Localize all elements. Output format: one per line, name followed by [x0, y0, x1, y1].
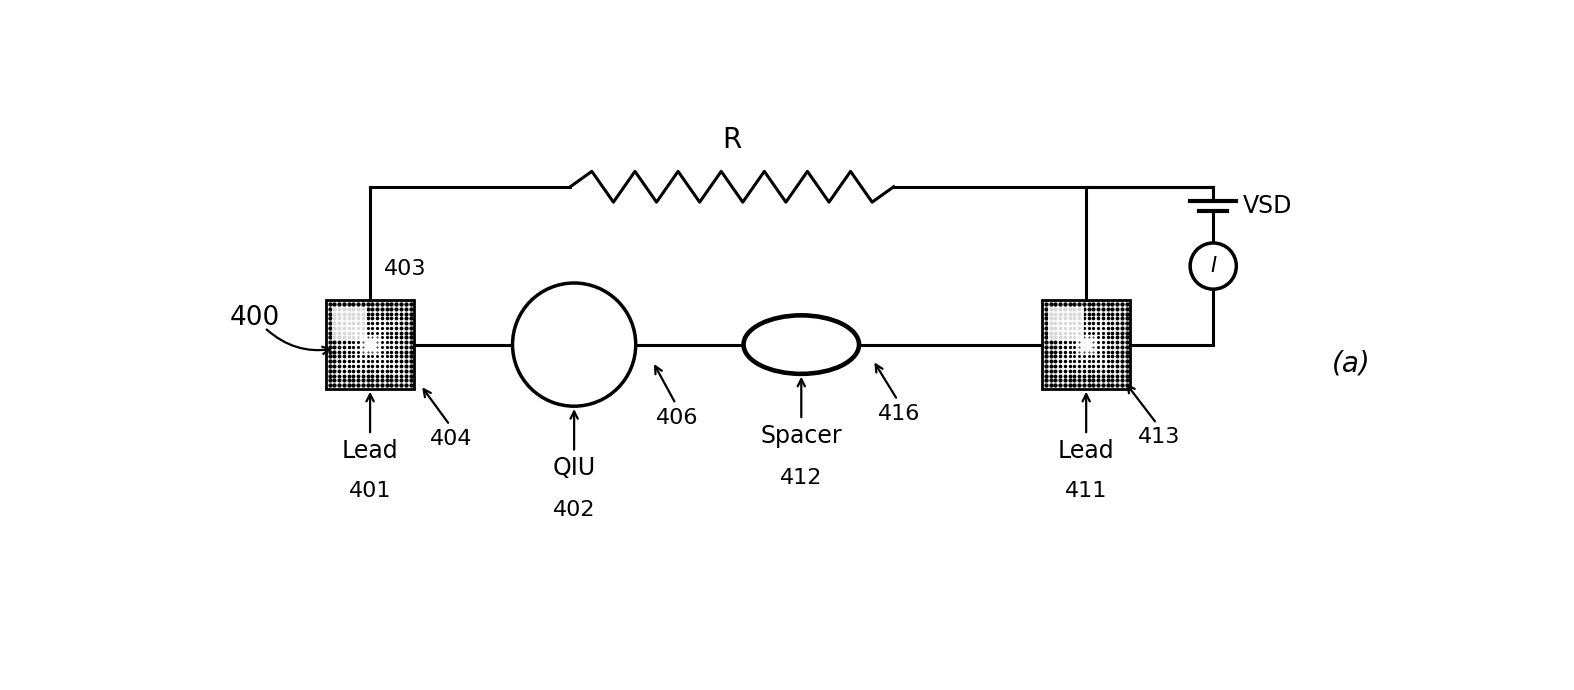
- Text: 400: 400: [230, 305, 280, 331]
- Ellipse shape: [513, 283, 636, 406]
- Text: Lead: Lead: [342, 439, 398, 463]
- Text: 411: 411: [1066, 482, 1108, 501]
- Text: 403: 403: [384, 259, 427, 279]
- Text: I: I: [1210, 256, 1217, 276]
- Text: 412: 412: [781, 468, 823, 488]
- Bar: [1042, 300, 1130, 389]
- Text: (a): (a): [1332, 350, 1371, 378]
- Text: 406: 406: [656, 408, 699, 428]
- Text: Lead: Lead: [1058, 439, 1114, 463]
- Text: 401: 401: [349, 482, 392, 501]
- Bar: [332, 306, 367, 340]
- Text: Spacer: Spacer: [760, 424, 842, 448]
- Text: QIU: QIU: [552, 456, 595, 480]
- Bar: [1048, 306, 1083, 340]
- Ellipse shape: [1190, 243, 1236, 289]
- Text: 416: 416: [878, 404, 921, 424]
- Text: 413: 413: [1138, 427, 1180, 447]
- Text: R: R: [722, 126, 741, 155]
- Bar: [326, 300, 414, 389]
- Text: 402: 402: [552, 500, 595, 520]
- Ellipse shape: [743, 315, 859, 374]
- Text: VSD: VSD: [1242, 194, 1292, 217]
- Text: 404: 404: [430, 429, 472, 449]
